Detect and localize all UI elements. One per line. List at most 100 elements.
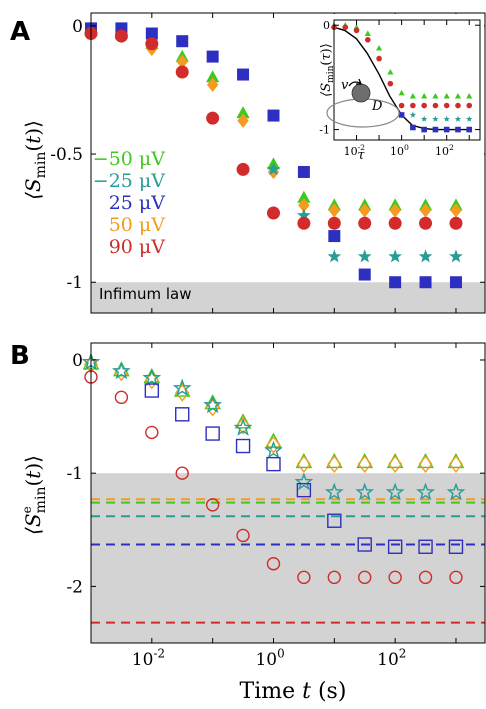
panel-a-point — [297, 165, 310, 178]
panel-b-point — [236, 528, 250, 543]
panel-a-point — [206, 50, 219, 63]
inset-point — [432, 102, 439, 109]
xtick-label: 100 — [255, 646, 284, 670]
inset-point — [455, 126, 461, 133]
panel-b-point — [114, 363, 129, 382]
panel-b-marks — [81, 352, 466, 585]
panel-a-point — [206, 77, 219, 92]
panel-b-point — [296, 482, 312, 498]
inset-point — [365, 37, 371, 43]
panel-a-label: A — [10, 17, 30, 47]
ytick-label: -2 — [66, 577, 83, 597]
panel-b-label: B — [10, 341, 30, 371]
legend-entry: 50 μV — [109, 214, 166, 236]
panel-a-point — [237, 68, 250, 81]
panel-a-ylabel: ⟨Smin(t)⟩ — [21, 120, 49, 200]
panel-b-point — [114, 390, 129, 405]
panel-b-point — [385, 482, 405, 501]
inset-point — [376, 55, 382, 62]
inset-point — [432, 115, 439, 122]
legend-entry: 25 μV — [109, 192, 166, 214]
panel-a-point — [297, 208, 311, 222]
xtick-label: 10-2 — [344, 143, 366, 158]
inset-point — [409, 92, 416, 99]
panel-a-point — [206, 111, 220, 125]
inset-point — [443, 92, 450, 99]
inset-point — [421, 115, 428, 122]
panel-b-point — [446, 482, 466, 501]
inset-point — [387, 80, 394, 87]
panel-b-point — [266, 456, 281, 472]
panel-b-point — [357, 455, 372, 474]
panel-b-point — [296, 455, 311, 474]
inset-ylabel: ⟨Smin(τ)⟩ — [319, 43, 336, 97]
ytick-label: -1 — [66, 273, 83, 293]
diagram-d-label: D — [371, 99, 383, 114]
inset-point — [443, 102, 450, 109]
panel-b-point — [203, 395, 223, 414]
panel-a-point — [450, 203, 462, 218]
panel-b-point — [418, 455, 433, 474]
panel-a-point — [388, 249, 402, 263]
panel-b-point — [327, 513, 342, 528]
panel-a-point — [145, 37, 159, 51]
inset-point — [409, 111, 417, 118]
panel-a: 0 -0.5 -1 A Infimum law ⟨Smin(t)⟩ −50 μV−2… — [10, 12, 486, 314]
panel-b-point — [448, 539, 464, 554]
panel-b-point — [327, 455, 342, 474]
infimum-law-label: Infimum law — [99, 285, 192, 303]
panel-a-point — [327, 216, 341, 230]
legend-entry: 90 μV — [109, 236, 166, 258]
panel-a-point — [114, 29, 128, 43]
ytick-label: -1 — [66, 464, 83, 484]
panel-a-point — [175, 65, 189, 79]
panel-b-point — [144, 383, 160, 398]
panel-a-point — [237, 113, 249, 128]
panel-b-point — [358, 570, 372, 585]
panel-b-point — [266, 557, 281, 571]
inset-point — [421, 102, 427, 109]
inset-point — [376, 44, 383, 51]
inset-point — [421, 92, 428, 99]
panel-b-point — [175, 407, 190, 422]
panel-b-point — [327, 570, 342, 585]
panel-b-point — [297, 570, 311, 585]
panel-a-point — [358, 216, 372, 230]
xtick-label: 102 — [377, 646, 406, 670]
diagram-velocity-arrow — [348, 81, 361, 87]
inset-point — [455, 102, 461, 109]
xtick-label: 102 — [435, 143, 454, 158]
panel-b-point — [294, 472, 314, 491]
panel-b-point — [388, 570, 402, 585]
panel-a-point — [266, 162, 281, 176]
panel-b-point — [264, 440, 283, 459]
panel-b-reference-lines — [91, 498, 485, 624]
panel-b-point — [324, 482, 344, 501]
panel-a-point — [419, 203, 432, 218]
panel-a-point — [298, 198, 310, 213]
panel-a-point — [419, 216, 433, 230]
panel-b-point — [355, 482, 375, 501]
panel-a-point — [236, 106, 250, 119]
panel-a-point — [115, 22, 128, 35]
panel-a-point — [328, 230, 341, 243]
panel-b-point — [233, 418, 253, 436]
panel-b-point — [205, 498, 220, 512]
panel-a-point — [267, 109, 280, 122]
panel-a-point — [236, 162, 250, 176]
panel-b-point — [357, 537, 372, 552]
panel-b-point — [142, 368, 162, 387]
xtick-label: 100 — [390, 143, 409, 158]
panel-a-point — [145, 27, 158, 40]
panel-b-point — [418, 570, 433, 585]
inset-point — [353, 27, 360, 34]
inset-axes-frame — [333, 19, 481, 141]
panel-a-point — [328, 203, 341, 218]
inset-point — [454, 92, 462, 99]
panel-b-point — [448, 455, 464, 474]
inset-point — [432, 126, 439, 133]
panel-b-point — [175, 383, 190, 402]
inset-point — [398, 102, 405, 109]
